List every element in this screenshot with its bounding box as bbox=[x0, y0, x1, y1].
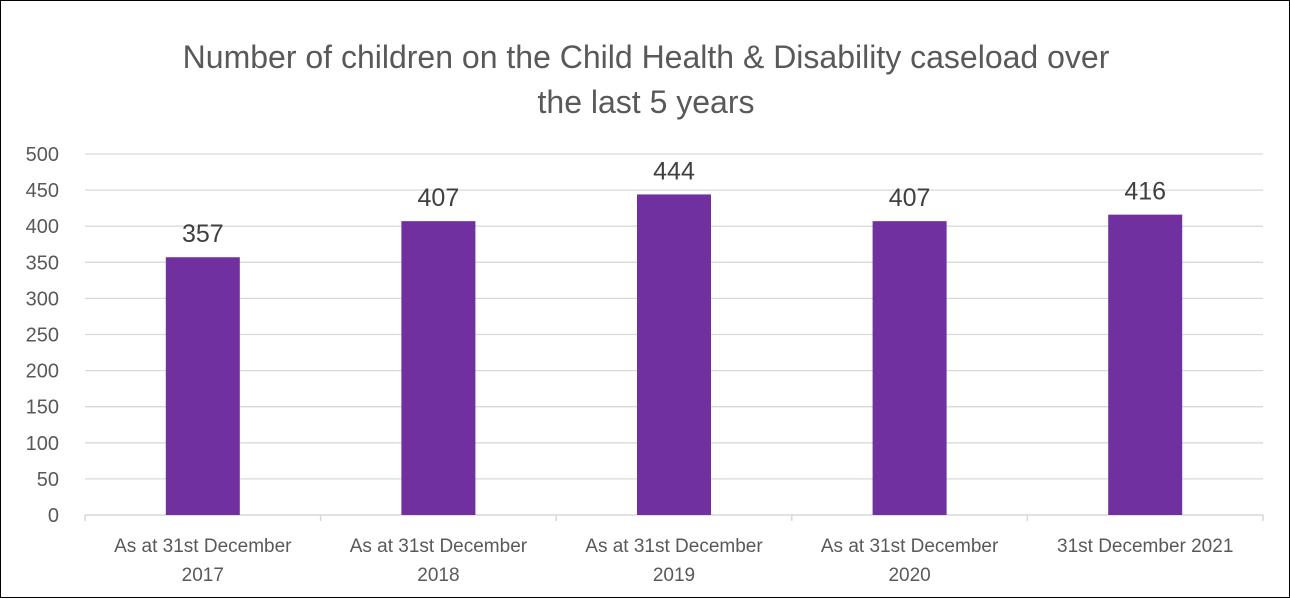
chart-title-line-2: the last 5 years bbox=[537, 84, 755, 120]
bars bbox=[165, 194, 1183, 515]
y-tick-label: 50 bbox=[37, 469, 59, 491]
data-label: 407 bbox=[418, 184, 460, 212]
bar bbox=[1108, 214, 1183, 515]
data-label: 444 bbox=[653, 157, 695, 185]
category-label: As at 31st December bbox=[350, 536, 528, 557]
y-tick-label: 100 bbox=[26, 433, 59, 455]
bar bbox=[401, 221, 476, 515]
y-tick-label: 200 bbox=[26, 361, 59, 383]
y-tick-label: 150 bbox=[26, 397, 59, 419]
category-label: 31st December 2021 bbox=[1057, 536, 1233, 557]
category-label: As at 31st December bbox=[585, 536, 763, 557]
category-label: 2017 bbox=[182, 565, 224, 586]
chart-title-line-1: Number of children on the Child Health &… bbox=[182, 39, 1110, 75]
y-tick-label: 400 bbox=[26, 216, 59, 238]
category-label: 2020 bbox=[888, 565, 930, 586]
category-label: 2018 bbox=[417, 565, 459, 586]
bar bbox=[637, 194, 711, 515]
bar bbox=[872, 221, 947, 515]
y-tick-label: 250 bbox=[26, 325, 59, 347]
category-label: 2019 bbox=[653, 565, 695, 586]
y-tick-label: 450 bbox=[26, 180, 59, 202]
y-tick-label: 300 bbox=[26, 288, 59, 310]
y-tick-label: 350 bbox=[26, 252, 59, 274]
category-label: As at 31st December bbox=[821, 536, 999, 557]
chart-title: Number of children on the Child Health &… bbox=[101, 35, 1191, 125]
y-tick-label: 0 bbox=[48, 505, 59, 527]
data-label: 357 bbox=[182, 220, 224, 248]
data-label: 407 bbox=[889, 184, 931, 212]
y-tick-label: 500 bbox=[26, 144, 59, 166]
bar bbox=[165, 257, 240, 515]
data-label: 416 bbox=[1124, 178, 1166, 206]
data-labels: 357 407 444 407 416 bbox=[182, 157, 1166, 248]
category-label: As at 31st December bbox=[114, 536, 292, 557]
